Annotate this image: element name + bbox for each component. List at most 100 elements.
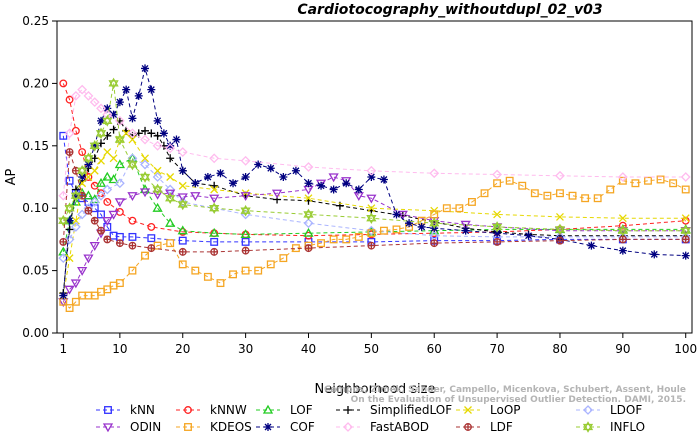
data-point-ldf [556, 236, 564, 245]
legend-label-ldf: LDF [490, 420, 513, 434]
data-point-knnw [59, 79, 68, 88]
data-point-kdeos [631, 179, 640, 188]
legend-marker-loop [464, 406, 472, 414]
data-point-kdeos [65, 304, 74, 312]
data-point-fastabod [127, 128, 138, 139]
data-point-kdeos [266, 260, 275, 269]
data-point-simplifiedlof [210, 181, 219, 190]
data-point-fastabod [89, 97, 100, 108]
data-point-lof [95, 177, 107, 187]
data-point-lof [209, 227, 220, 237]
x-tick-label: 20 [175, 342, 190, 356]
series-line-kdeos [62, 178, 686, 309]
data-point-kdeos [178, 260, 187, 269]
data-point-kdeos [216, 279, 225, 288]
data-point-kdeos [581, 194, 590, 203]
legend-marker-lof [262, 404, 274, 414]
y-tick-label: 0.00 [22, 326, 49, 340]
data-point-ldof [140, 159, 150, 170]
data-point-odin [102, 217, 113, 226]
data-point-cof [172, 135, 181, 144]
data-point-ldof [89, 197, 100, 207]
data-point-loop [141, 154, 149, 163]
y-axis-label: AP [4, 168, 19, 185]
data-point-kdeos [128, 266, 137, 275]
data-point-ldf [493, 238, 502, 246]
data-point-knnw [65, 95, 74, 104]
data-point-odin [127, 192, 138, 202]
legend-item-loop: LoOP [456, 403, 521, 417]
data-point-cof [329, 185, 338, 194]
data-point-kdeos [191, 266, 200, 275]
data-point-fastabod [152, 140, 163, 151]
data-point-kdeos [480, 189, 489, 198]
data-point-kdeos [468, 198, 476, 206]
series-line-odin [62, 176, 686, 303]
y-tick-label: 0.10 [22, 201, 49, 215]
legend-item-ldf: LDF [456, 420, 513, 434]
data-point-kdeos [203, 272, 212, 281]
data-point-odin [271, 189, 283, 199]
data-point-cof [618, 246, 627, 255]
data-point-loop [166, 173, 175, 181]
data-point-odin [89, 241, 100, 251]
legend-label-knn: kNN [130, 403, 155, 417]
data-point-inflo [77, 164, 88, 177]
data-point-cof [291, 166, 300, 175]
data-point-cof [166, 141, 175, 150]
data-point-cof [97, 116, 106, 125]
legend-item-odin: ODIN [96, 420, 161, 434]
data-point-inflo [303, 208, 314, 221]
x-axis-label: Neighborhood size [315, 382, 436, 397]
data-point-cof [203, 173, 212, 181]
x-tick-label: 50 [364, 342, 379, 356]
data-point-kdeos [354, 232, 363, 241]
data-point-lof [165, 217, 176, 227]
data-point-loop [210, 185, 219, 194]
data-point-ldf [681, 235, 690, 244]
data-point-ldf [304, 244, 313, 253]
x-tick-label: 60 [427, 342, 442, 356]
data-point-cof [279, 173, 288, 181]
series-simplifiedlof [59, 116, 690, 298]
data-point-knn [65, 176, 74, 185]
data-point-lof [83, 190, 94, 200]
y-tick-label: 0.20 [22, 76, 49, 90]
x-tick-label: 80 [552, 342, 567, 356]
data-point-cof [191, 179, 200, 188]
data-point-knnw [103, 198, 112, 206]
data-point-ldof [64, 234, 75, 245]
x-tick-label: 30 [238, 342, 253, 356]
data-point-ldf [178, 248, 187, 256]
data-point-odin [108, 210, 119, 220]
data-point-kdeos [644, 176, 652, 185]
data-point-ldof [303, 218, 314, 229]
series-inflo [58, 77, 691, 237]
data-point-odin [209, 194, 220, 204]
data-point-cof [524, 231, 533, 240]
data-point-odin [83, 254, 94, 264]
data-point-cof [216, 169, 225, 178]
data-point-lof [102, 171, 113, 181]
data-point-ldf [90, 216, 99, 225]
data-point-kdeos [681, 185, 690, 194]
data-point-cof [141, 64, 150, 73]
data-point-inflo [617, 224, 628, 237]
legend-label-odin: ODIN [130, 420, 161, 434]
data-point-cof [354, 185, 363, 194]
legend-item-inflo: INFLO [576, 420, 645, 434]
data-point-odin [70, 279, 81, 289]
data-point-kdeos [342, 235, 351, 244]
x-tick-label: 1 [59, 342, 67, 356]
data-point-knnw [78, 148, 87, 156]
series-fastabod [58, 84, 691, 201]
data-point-odin [190, 192, 201, 202]
data-point-fastabod [680, 172, 691, 182]
data-point-loop [618, 214, 627, 223]
data-point-lof [152, 202, 163, 212]
axes-layer: 1 10 20 30 40 50 60 70 80 90 100 0.00 0.05 0.10 0.15 0.… [22, 14, 697, 356]
data-point-ldf [430, 239, 439, 248]
data-point-kdeos [593, 194, 602, 203]
data-point-cof [103, 104, 112, 113]
